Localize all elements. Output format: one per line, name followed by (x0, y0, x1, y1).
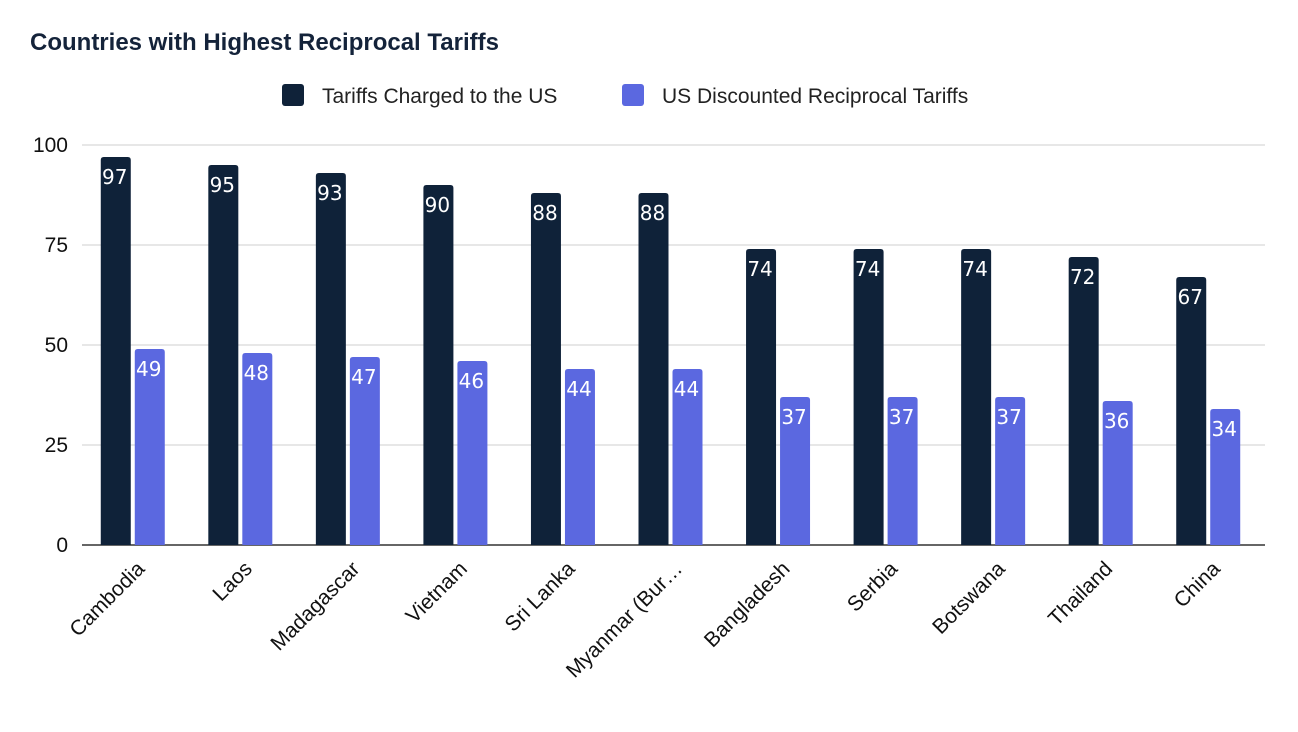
data-label-bangladesh-us-discounted-reciprocal-tariffs: 37 (781, 405, 806, 429)
x-axis-labels: Cambodia Laos Madagascar Vietnam Sri LankaMy… (65, 557, 1225, 682)
x-tick-label-sri-lanka: Sri Lanka (500, 557, 579, 636)
data-label-madagascar-us-discounted-reciprocal-tariffs: 47 (351, 365, 376, 389)
bar-madagascar-tariffs-charged-to-the-us (315, 173, 346, 545)
data-label-cambodia-tariffs-charged-to-the-us: 97 (102, 165, 127, 189)
bar-botswana-us-discounted-reciprocal-tariffs (995, 397, 1026, 545)
data-label-vietnam-tariffs-charged-to-the-us: 90 (425, 193, 450, 217)
chart-title: Countries with Highest Reciprocal Tariff… (30, 29, 499, 56)
bar-laos-tariffs-charged-to-the-us (208, 165, 239, 545)
data-label-vietnam-us-discounted-reciprocal-tariffs: 46 (459, 369, 484, 393)
data-label-thailand-tariffs-charged-to-the-us: 72 (1070, 265, 1095, 289)
x-tick-label-botswana: Botswana (928, 557, 1010, 639)
x-tick-label-myanmar-bur: Myanmar (Bur… (562, 557, 687, 682)
data-label-cambodia-us-discounted-reciprocal-tariffs: 49 (136, 357, 161, 381)
bar-bangladesh-tariffs-charged-to-the-us (746, 249, 777, 545)
data-label-botswana-us-discounted-reciprocal-tariffs: 37 (996, 405, 1021, 429)
bar-myanmar-bur-tariffs-charged-to-the-us (638, 193, 669, 545)
bar-vietnam-tariffs-charged-to-the-us (423, 185, 454, 545)
x-tick-label-cambodia: Cambodia (65, 557, 149, 641)
bar-laos-us-discounted-reciprocal-tariffs (242, 353, 273, 545)
bar-serbia-tariffs-charged-to-the-us (853, 249, 884, 545)
bar-china-us-discounted-reciprocal-tariffs (1210, 409, 1241, 545)
bar-sri-lanka-tariffs-charged-to-the-us (530, 193, 561, 545)
bar-myanmar-bur-us-discounted-reciprocal-tariffs (672, 369, 703, 545)
legend-label-tariffs-charged-to-the-us: Tariffs Charged to the US (322, 85, 557, 108)
data-label-sri-lanka-tariffs-charged-to-the-us: 88 (532, 201, 557, 225)
x-tick-label-bangladesh: Bangladesh (700, 557, 795, 652)
legend-swatch-us-discounted-reciprocal-tariffs (622, 84, 644, 106)
data-label-madagascar-tariffs-charged-to-the-us: 93 (317, 181, 342, 205)
legend-swatch-tariffs-charged-to-the-us (282, 84, 304, 106)
y-tick-label-50: 50 (45, 334, 68, 357)
y-tick-label-75: 75 (45, 234, 68, 257)
bar-madagascar-us-discounted-reciprocal-tariffs (349, 357, 380, 545)
data-label-sri-lanka-us-discounted-reciprocal-tariffs: 44 (566, 377, 591, 401)
data-label-serbia-us-discounted-reciprocal-tariffs: 37 (889, 405, 914, 429)
x-tick-label-china: China (1170, 557, 1225, 612)
bar-cambodia-us-discounted-reciprocal-tariffs (134, 349, 165, 545)
bar-serbia-us-discounted-reciprocal-tariffs (887, 397, 918, 545)
bar-botswana-tariffs-charged-to-the-us (961, 249, 992, 545)
x-tick-label-thailand: Thailand (1044, 557, 1117, 630)
x-tick-label-vietnam: Vietnam (401, 557, 471, 627)
bar-cambodia-tariffs-charged-to-the-us (100, 157, 131, 545)
data-label-myanmar-bur-us-discounted-reciprocal-tariffs: 44 (674, 377, 699, 401)
y-tick-label-100: 100 (33, 134, 68, 157)
data-labels: 97 49 95 48 93 47 90 46 88 44 88 44 74 37 74 37 74 37 72 36… (102, 165, 1237, 441)
data-label-thailand-us-discounted-reciprocal-tariffs: 36 (1104, 409, 1129, 433)
y-axis-ticks: 0 25 50 75 100 (33, 134, 68, 557)
bar-bangladesh-us-discounted-reciprocal-tariffs (780, 397, 811, 545)
data-label-bangladesh-tariffs-charged-to-the-us: 74 (747, 257, 772, 281)
data-label-botswana-tariffs-charged-to-the-us: 74 (962, 257, 987, 281)
x-tick-label-serbia: Serbia (843, 557, 902, 616)
bar-thailand-us-discounted-reciprocal-tariffs (1102, 401, 1133, 545)
data-label-laos-tariffs-charged-to-the-us: 95 (210, 173, 235, 197)
data-label-laos-us-discounted-reciprocal-tariffs: 48 (244, 361, 269, 385)
legend: Tariffs Charged to the US US Discounted R… (282, 84, 968, 108)
bar-sri-lanka-us-discounted-reciprocal-tariffs (564, 369, 595, 545)
x-tick-label-madagascar: Madagascar (266, 557, 364, 655)
x-tick-label-laos: Laos (208, 557, 256, 605)
y-tick-label-25: 25 (45, 434, 68, 457)
bar-thailand-tariffs-charged-to-the-us (1068, 257, 1099, 545)
bar-china-tariffs-charged-to-the-us (1176, 277, 1207, 545)
data-label-serbia-tariffs-charged-to-the-us: 74 (855, 257, 880, 281)
data-label-china-us-discounted-reciprocal-tariffs: 34 (1212, 417, 1237, 441)
y-tick-label-0: 0 (56, 534, 68, 557)
legend-label-us-discounted-reciprocal-tariffs: US Discounted Reciprocal Tariffs (662, 85, 968, 108)
data-label-china-tariffs-charged-to-the-us: 67 (1178, 285, 1203, 309)
bar-vietnam-us-discounted-reciprocal-tariffs (457, 361, 488, 545)
data-label-myanmar-bur-tariffs-charged-to-the-us: 88 (640, 201, 665, 225)
bars (100, 157, 1241, 545)
